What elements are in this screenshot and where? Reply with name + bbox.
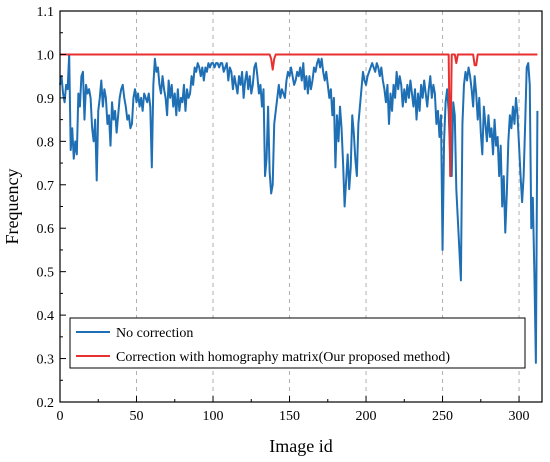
x-tick-label: 50: [130, 409, 144, 424]
series-lines: [59, 53, 539, 364]
x-tick-label: 200: [356, 409, 377, 424]
legend-box: [69, 317, 526, 369]
y-tick-label: 0.4: [37, 309, 55, 324]
y-tick-label: 0.9: [37, 92, 55, 107]
y-tick-label: 0.7: [37, 179, 55, 194]
legend-label-homography-correction: Correction with homography matrix(Our pr…: [116, 350, 450, 365]
y-tick-label: 1.1: [37, 5, 55, 20]
axis-ticks: 0 50 100 150 200 250 300 0.2 0.3 0.4 0.5 0.6 0.7 0.8 0…: [37, 5, 530, 424]
x-axis-title: Image id: [269, 436, 332, 456]
legend-label-no-correction: No correction: [116, 326, 193, 341]
y-tick-label: 0.5: [37, 266, 55, 281]
x-tick-label: 100: [203, 409, 224, 424]
x-tick-label: 150: [279, 409, 300, 424]
y-tick-label: 0.6: [37, 222, 55, 237]
y-tick-label: 1.0: [37, 48, 55, 63]
x-tick-label: 250: [432, 409, 453, 424]
x-tick-label: 300: [509, 409, 530, 424]
y-axis-title: Frequency: [2, 169, 22, 245]
series-line-homography-correction: [60, 53, 538, 178]
y-tick-label: 0.8: [37, 135, 55, 150]
y-tick-label: 0.2: [37, 396, 55, 411]
legend: No correction Correction with homography…: [69, 317, 526, 369]
x-tick-label: 0: [57, 409, 64, 424]
y-tick-label: 0.3: [37, 353, 55, 368]
series-line-no-correction: [59, 53, 539, 364]
